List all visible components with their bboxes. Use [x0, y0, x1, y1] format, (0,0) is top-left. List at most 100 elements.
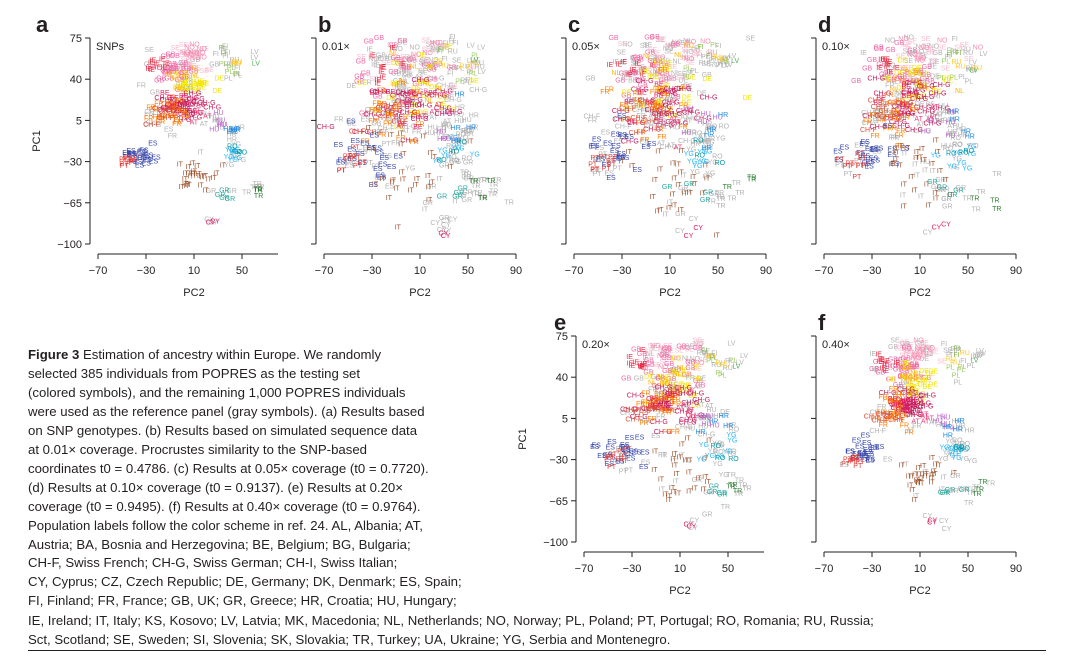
reference-point: CH-G: [913, 128, 931, 135]
testing-point: PL: [455, 79, 464, 86]
testing-point: IT: [925, 202, 932, 209]
panel-letter: b: [318, 12, 332, 37]
testing-point: HR: [953, 426, 963, 433]
panel-a: a75405−30−65−100PC1−70−30105090PC2SNPsRU…: [28, 14, 278, 310]
testing-point: IT: [913, 155, 920, 162]
testing-point: IT: [683, 458, 690, 465]
testing-point: IT: [702, 456, 709, 463]
reference-point: TR: [735, 190, 744, 197]
testing-point: IT: [935, 462, 942, 469]
testing-point: ES: [870, 445, 880, 452]
testing-point: FR: [640, 101, 649, 108]
reference-point: PL: [716, 63, 725, 70]
testing-point: CH-G: [184, 114, 202, 121]
testing-point: CH-G: [653, 403, 671, 410]
testing-point: FR: [891, 116, 900, 123]
panel-title: 0.01×: [322, 41, 350, 53]
panel-title: SNPs: [96, 41, 125, 53]
testing-point: IT: [915, 480, 922, 487]
testing-point: NO: [184, 52, 195, 59]
testing-point: FR: [181, 114, 190, 121]
testing-point: FR: [658, 408, 667, 415]
testing-point: IT: [932, 190, 939, 197]
testing-point: NL: [648, 380, 657, 387]
testing-point: PT: [851, 455, 861, 462]
reference-point: IE: [630, 55, 637, 62]
testing-point: IT: [679, 442, 686, 449]
testing-point: NL: [435, 86, 444, 93]
testing-point: IT: [892, 145, 899, 152]
reference-point: ES: [363, 145, 373, 152]
testing-point: IT: [908, 474, 915, 481]
testing-point: ES: [337, 158, 347, 165]
reference-point: RU: [963, 50, 973, 57]
testing-point: CH-G: [176, 112, 194, 119]
testing-point: ES: [590, 143, 600, 150]
testing-point: CH-G: [638, 98, 656, 105]
testing-point: SE: [185, 55, 195, 62]
testing-point: IT: [677, 454, 684, 461]
testing-point: FR: [904, 429, 913, 436]
testing-point: GR: [454, 190, 465, 197]
y-tick-label: 75: [556, 331, 568, 343]
reference-point: LV: [971, 353, 979, 360]
testing-point: PL: [716, 370, 725, 377]
testing-point: RO: [953, 447, 964, 454]
testing-point: FR: [144, 115, 153, 122]
testing-point: GB: [874, 46, 884, 53]
testing-point: SE: [409, 54, 419, 61]
testing-point: GB: [428, 77, 438, 84]
reference-point: FR: [873, 112, 882, 119]
reference-point: FR: [904, 388, 913, 395]
testing-point: DE: [664, 107, 674, 114]
testing-point: DE: [183, 85, 193, 92]
reference-point: CH-F: [144, 109, 161, 116]
reference-point: NO: [906, 51, 917, 58]
testing-point: SE: [692, 366, 702, 373]
testing-point: DE: [196, 82, 206, 89]
testing-point: IE: [882, 362, 889, 369]
testing-point: GB: [422, 63, 432, 70]
caption-line: selected 385 individuals from POPRES as …: [28, 365, 361, 381]
testing-point: CH-G: [181, 95, 199, 102]
reference-point: RU: [965, 66, 975, 73]
testing-point: CH-G: [888, 399, 906, 406]
reference-point: PL: [233, 71, 242, 78]
testing-point: CH-F: [157, 107, 174, 114]
reference-point: RO: [444, 134, 455, 141]
testing-point: IT: [652, 449, 659, 456]
testing-point: CH-G: [160, 98, 178, 105]
testing-point: CH-G: [429, 93, 447, 100]
x-tick-label: 90: [1010, 563, 1022, 575]
reference-points: ESROFIHRESTRTRGRYGDEGBESTRCH-FTRGRGRIEPL…: [334, 34, 514, 234]
reference-point: PT: [622, 452, 632, 459]
reference-point: CH-F: [627, 97, 644, 104]
testing-point: PL: [225, 69, 234, 76]
reference-point: HU: [938, 103, 948, 110]
testing-point: FR: [156, 116, 165, 123]
testing-point: ES: [122, 152, 132, 159]
testing-point: CH-F: [641, 118, 658, 125]
reference-point: HU: [213, 118, 223, 125]
testing-point: DE: [656, 394, 666, 401]
reference-point: CY: [688, 525, 698, 532]
x-tick-label: −70: [315, 265, 334, 277]
testing-point: LV: [970, 357, 978, 364]
testing-point: BE: [160, 90, 170, 97]
reference-point: AT: [200, 121, 209, 128]
testing-point: GB: [160, 54, 170, 61]
reference-point: AT: [947, 117, 956, 124]
testing-point: IT: [929, 161, 936, 168]
testing-point: CH-G: [898, 110, 916, 117]
reference-point: LV: [728, 53, 736, 60]
testing-point: BE: [394, 114, 404, 121]
testing-point: NL: [389, 50, 398, 57]
testing-point: DE: [438, 94, 448, 101]
testing-point: RO: [694, 152, 705, 159]
testing-point: SE: [904, 342, 914, 349]
testing-point: IT: [428, 150, 435, 157]
testing-point: FR: [411, 110, 420, 117]
reference-point: FI: [222, 53, 228, 60]
testing-point: FR: [880, 101, 889, 108]
